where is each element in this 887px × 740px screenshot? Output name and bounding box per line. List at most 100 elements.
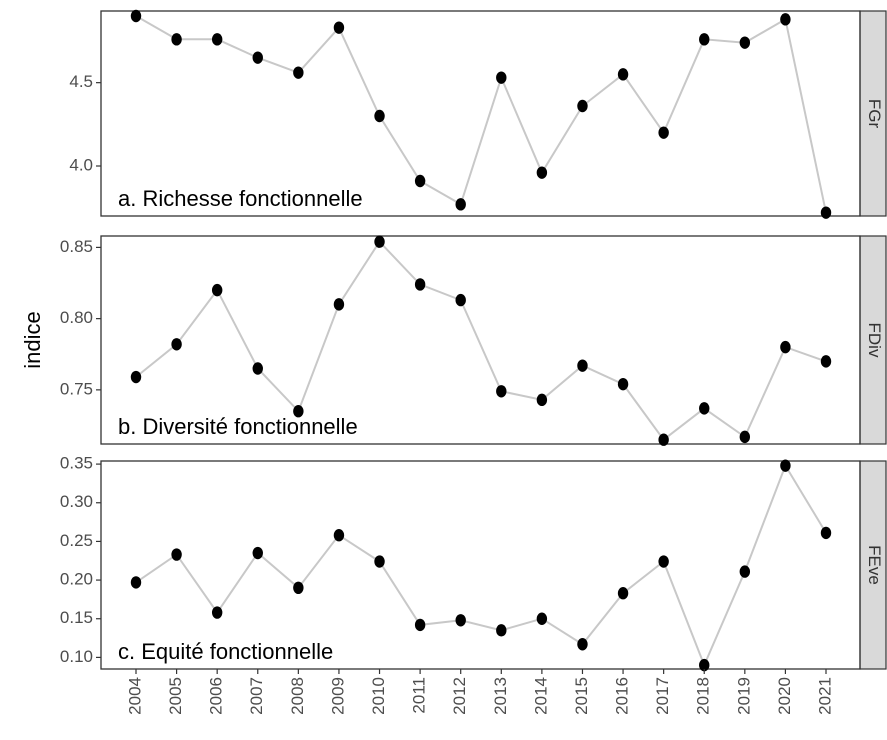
data-point xyxy=(577,359,588,372)
y-tick-label: 4.0 xyxy=(69,155,93,174)
panel-border xyxy=(100,460,861,670)
x-tick-label: 2019 xyxy=(734,677,753,715)
y-tick-label: 0.25 xyxy=(60,531,93,550)
panel-annotation: b. Diversité fonctionnelle xyxy=(118,414,358,439)
data-point xyxy=(414,174,426,188)
data-point xyxy=(171,338,182,351)
facet-strip-label: FEve xyxy=(865,545,884,585)
x-tick-label: 2005 xyxy=(166,677,185,715)
data-point xyxy=(699,402,710,415)
data-point xyxy=(211,33,223,46)
series-line xyxy=(135,15,827,213)
data-point xyxy=(658,126,669,139)
x-tick-label: 2011 xyxy=(410,677,429,714)
x-tick-label: 2017 xyxy=(653,677,672,715)
data-point xyxy=(414,278,426,291)
data-point xyxy=(699,658,710,672)
y-tick-label: 0.15 xyxy=(60,608,93,627)
data-point xyxy=(293,405,304,418)
x-tick-label: 2008 xyxy=(288,677,307,715)
data-point xyxy=(780,459,791,472)
data-point xyxy=(374,109,385,123)
y-tick-label: 0.35 xyxy=(60,454,93,473)
y-tick-label: 4.5 xyxy=(69,72,93,91)
data-point xyxy=(739,430,751,444)
data-point xyxy=(780,340,791,354)
y-tick-label: 0.30 xyxy=(60,492,93,511)
data-point xyxy=(496,624,507,637)
panel-border xyxy=(100,10,861,217)
data-point xyxy=(130,576,142,589)
data-point xyxy=(739,565,751,578)
data-point xyxy=(617,68,629,81)
x-tick-label: 2018 xyxy=(694,677,713,715)
data-point xyxy=(780,13,791,26)
x-tick-label: 2014 xyxy=(531,677,550,715)
data-point xyxy=(455,293,466,307)
x-tick-label: 2012 xyxy=(450,677,469,715)
data-point xyxy=(252,546,263,560)
data-point xyxy=(414,618,426,632)
data-point xyxy=(293,581,304,595)
data-point xyxy=(536,393,548,407)
data-point xyxy=(130,9,142,23)
data-point xyxy=(658,555,669,568)
data-point xyxy=(820,355,832,368)
facet-strip-label: FDiv xyxy=(865,323,884,358)
y-tick-label: 0.75 xyxy=(60,379,93,398)
series-line xyxy=(135,240,827,442)
y-tick-label: 0.10 xyxy=(60,647,93,666)
data-point xyxy=(577,99,588,113)
series-line xyxy=(135,463,827,668)
data-point xyxy=(536,166,548,179)
data-point xyxy=(739,36,751,49)
data-point xyxy=(211,606,223,619)
x-tick-label: 2016 xyxy=(613,677,632,715)
facet-strip-fdiv xyxy=(859,235,887,445)
data-point xyxy=(293,66,304,79)
data-point xyxy=(536,612,548,625)
facet-strip-feve xyxy=(859,460,887,670)
panel-border xyxy=(100,235,861,445)
data-point xyxy=(577,638,588,651)
x-tick-label: 2015 xyxy=(572,677,591,715)
x-tick-label: 2020 xyxy=(775,677,794,715)
data-point xyxy=(699,33,710,46)
data-point xyxy=(171,33,182,46)
x-tick-label: 2010 xyxy=(369,677,388,715)
x-tick-label: 2006 xyxy=(207,677,226,715)
data-point xyxy=(455,614,466,627)
data-point xyxy=(333,529,345,542)
panel-annotation: c. Equité fonctionnelle xyxy=(118,639,333,664)
data-point xyxy=(617,377,629,391)
x-tick-label: 2004 xyxy=(125,677,144,715)
data-point xyxy=(374,235,385,248)
data-point xyxy=(374,555,385,568)
data-point xyxy=(496,71,507,84)
data-point xyxy=(252,51,263,64)
data-point xyxy=(171,548,182,561)
data-point xyxy=(252,362,263,375)
data-point xyxy=(211,283,223,297)
data-point xyxy=(455,198,466,211)
data-point xyxy=(333,21,345,34)
facet-strip-label: FGr xyxy=(865,99,884,129)
data-point xyxy=(617,587,629,600)
data-point xyxy=(130,370,142,384)
x-tick-label: 2007 xyxy=(247,677,266,715)
x-tick-label: 2009 xyxy=(328,677,347,715)
y-tick-label: 0.20 xyxy=(60,570,93,589)
x-tick-label: 2021 xyxy=(815,677,834,715)
panel-annotation: a. Richesse fonctionnelle xyxy=(118,186,363,211)
data-point xyxy=(496,385,507,398)
data-point xyxy=(820,526,832,540)
x-tick-label: 2013 xyxy=(491,677,510,715)
y-tick-label: 0.80 xyxy=(60,308,93,327)
y-tick-label: 0.85 xyxy=(60,237,93,256)
data-point xyxy=(658,433,669,446)
data-point xyxy=(820,206,832,219)
data-point xyxy=(333,298,345,311)
y-axis-label: indice xyxy=(20,311,45,368)
